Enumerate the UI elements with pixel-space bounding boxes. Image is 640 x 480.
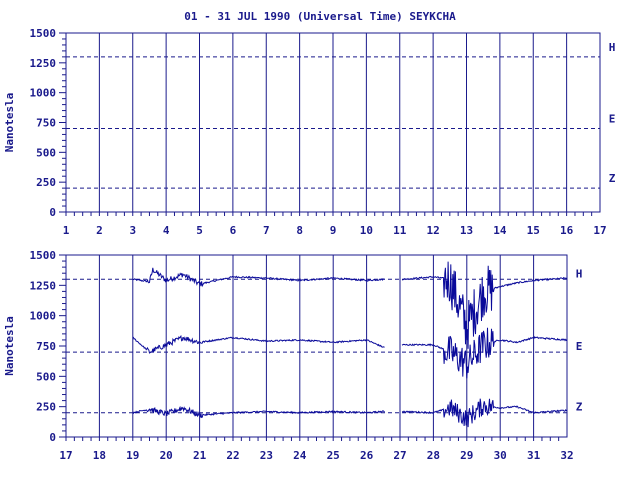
top-component-label-h: H	[609, 41, 616, 54]
chart-title: 01 - 31 JUL 1990 (Universal Time) SEYKCH…	[184, 10, 456, 23]
top-x-tick-label: 14	[493, 224, 507, 237]
bottom-trace-e	[132, 327, 568, 379]
bottom-x-tick-label: 22	[226, 449, 239, 462]
top-x-tick-label: 10	[360, 224, 373, 237]
top-y-axis-label: Nanotesla	[3, 93, 16, 153]
bottom-x-tick-label: 31	[527, 449, 541, 462]
bottom-y-tick-label: 1500	[30, 249, 57, 262]
top-x-tick-label: 2	[96, 224, 103, 237]
top-x-tick-label: 4	[163, 224, 170, 237]
top-y-tick-label: 1250	[30, 57, 57, 70]
top-x-tick-label: 7	[263, 224, 270, 237]
bottom-x-tick-label: 19	[126, 449, 139, 462]
panel-top: 1 2 3 4 5 6 7 8 9 10 11 12 13 14 15 16 17025050075010001…	[3, 27, 616, 237]
top-y-tick-label: 1000	[30, 87, 57, 100]
top-component-label-e: E	[609, 112, 616, 125]
bottom-component-label-z: Z	[576, 401, 583, 414]
top-y-tick-label: 500	[36, 146, 56, 159]
top-x-tick-label: 12	[427, 224, 440, 237]
bottom-x-tick-label: 21	[193, 449, 207, 462]
bottom-x-tick-label: 27	[393, 449, 406, 462]
bottom-x-tick-label: 20	[160, 449, 173, 462]
top-x-tick-label: 8	[296, 224, 303, 237]
bottom-y-tick-label: 0	[49, 431, 56, 444]
bottom-y-tick-label: 1250	[30, 279, 57, 292]
bottom-x-tick-label: 23	[260, 449, 273, 462]
top-x-tick-label: 11	[393, 224, 407, 237]
bottom-x-tick-label: 29	[460, 449, 473, 462]
bottom-y-tick-label: 1000	[30, 310, 57, 323]
top-y-tick-label: 1500	[30, 27, 57, 40]
bottom-y-tick-label: 500	[36, 370, 56, 383]
top-x-tick-label: 6	[230, 224, 237, 237]
bottom-component-label-e: E	[576, 340, 583, 353]
bottom-x-tick-label: 30	[494, 449, 507, 462]
top-component-label-z: Z	[609, 172, 616, 185]
bottom-y-tick-label: 250	[36, 401, 56, 414]
bottom-trace-z	[132, 398, 568, 428]
top-x-tick-label: 1	[63, 224, 70, 237]
top-x-tick-label: 9	[330, 224, 337, 237]
bottom-x-tick-label: 25	[327, 449, 340, 462]
panel-bottom: 17 18 19 20 21 22 23 24 25 26 27 28 29 30 31 32 0 250 500 7…	[3, 249, 583, 462]
bottom-trace-h	[132, 261, 568, 349]
top-y-tick-label: 250	[36, 176, 56, 189]
top-x-tick-label: 13	[460, 224, 473, 237]
bottom-x-tick-label: 32	[560, 449, 573, 462]
bottom-x-tick-label: 24	[293, 449, 307, 462]
top-x-tick-label: 3	[129, 224, 136, 237]
bottom-x-tick-label: 26	[360, 449, 374, 462]
bottom-y-axis-label: Nanotesla	[3, 316, 16, 376]
bottom-y-tick-label: 750	[36, 340, 56, 353]
bottom-x-tick-label: 18	[93, 449, 106, 462]
top-x-tick-label: 16	[560, 224, 574, 237]
top-x-tick-label: 15	[527, 224, 540, 237]
top-y-tick-label: 0	[49, 206, 56, 219]
bottom-x-tick-label: 28	[427, 449, 440, 462]
top-x-tick-label: 17	[593, 224, 606, 237]
top-x-tick-label: 5	[196, 224, 203, 237]
bottom-x-tick-label: 17	[59, 449, 72, 462]
top-y-tick-label: 750	[36, 117, 56, 130]
bottom-component-label-h: H	[576, 267, 583, 280]
